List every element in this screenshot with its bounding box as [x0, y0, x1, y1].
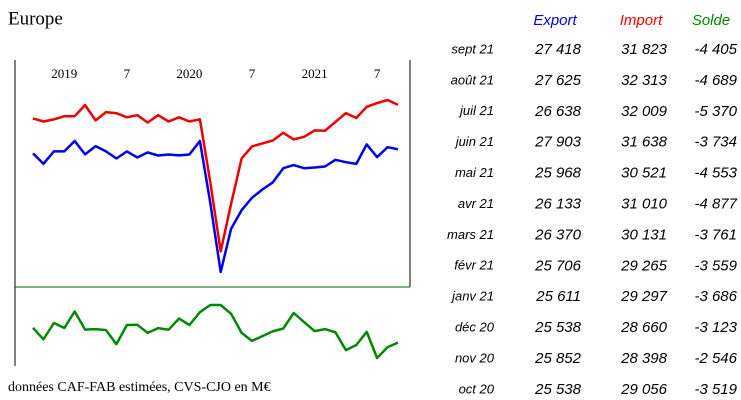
x-tick-label: 7: [374, 66, 381, 81]
cell-value: -3 686: [694, 288, 737, 305]
cell-value: -4 877: [694, 195, 737, 212]
cell-value: 25 968: [534, 165, 582, 182]
cell-value: -4 405: [694, 41, 737, 58]
column-header: Import: [620, 12, 663, 29]
cell-value: 27 625: [534, 72, 582, 89]
cell-value: 31 010: [621, 195, 668, 212]
row-label: juin 21: [454, 134, 494, 149]
series-line: [32, 303, 399, 360]
series-line: [32, 98, 399, 253]
cell-value: 26 133: [534, 195, 582, 212]
row-label: janv 21: [450, 289, 494, 304]
cell-value: 31 638: [621, 134, 668, 151]
row-label: déc 20: [455, 320, 495, 335]
cell-value: 30 131: [621, 226, 667, 243]
x-tick-label: 2020: [176, 66, 202, 81]
cell-value: 28 398: [620, 350, 668, 367]
cell-value: -3 123: [694, 319, 737, 336]
cell-value: 30 521: [621, 165, 667, 182]
row-label: mai 21: [455, 165, 494, 180]
cell-value: 26 638: [534, 103, 582, 120]
cell-value: -3 519: [694, 381, 737, 398]
cell-value: 27 418: [534, 41, 582, 58]
row-label: sept 21: [451, 41, 494, 56]
cell-value: 25 852: [534, 350, 582, 367]
x-tick-label: 2019: [51, 66, 77, 81]
x-tick-label: 7: [124, 66, 131, 81]
cell-value: -5 370: [694, 103, 737, 120]
chart-title: Europe: [8, 8, 63, 29]
cell-value: 32 313: [621, 72, 668, 89]
cell-value: 27 903: [534, 134, 582, 151]
cell-value: 29 265: [620, 257, 668, 274]
footnote: données CAF-FAB estimées, CVS-CJO en M€: [8, 380, 271, 395]
cell-value: 29 297: [620, 288, 668, 305]
row-label: juil 21: [458, 103, 494, 118]
column-header: Export: [533, 12, 577, 29]
row-label: août 21: [451, 72, 494, 87]
cell-value: 32 009: [621, 103, 668, 120]
cell-value: 26 370: [534, 226, 582, 243]
cell-value: -3 559: [694, 257, 737, 274]
x-tick-label: 2021: [302, 66, 328, 81]
cell-value: 25 538: [534, 319, 582, 336]
row-label: févr 21: [454, 258, 494, 273]
cell-value: 25 706: [534, 257, 582, 274]
cell-value: 31 823: [621, 41, 668, 58]
row-label: nov 20: [455, 350, 495, 365]
row-label: mars 21: [447, 227, 494, 242]
cell-value: 25 538: [534, 381, 582, 398]
cell-value: 25 611: [535, 288, 581, 305]
cell-value: -3 734: [694, 134, 737, 151]
row-label: avr 21: [458, 196, 494, 211]
cell-value: -4 689: [694, 72, 737, 89]
series-line: [32, 139, 399, 274]
cell-value: 28 660: [620, 319, 668, 336]
column-header: Solde: [692, 12, 730, 29]
cell-value: -3 761: [694, 226, 737, 243]
cell-value: -4 553: [694, 165, 737, 182]
cell-value: -2 546: [694, 350, 737, 367]
x-tick-label: 7: [249, 66, 256, 81]
row-label: oct 20: [459, 381, 495, 396]
cell-value: 29 056: [620, 381, 668, 398]
